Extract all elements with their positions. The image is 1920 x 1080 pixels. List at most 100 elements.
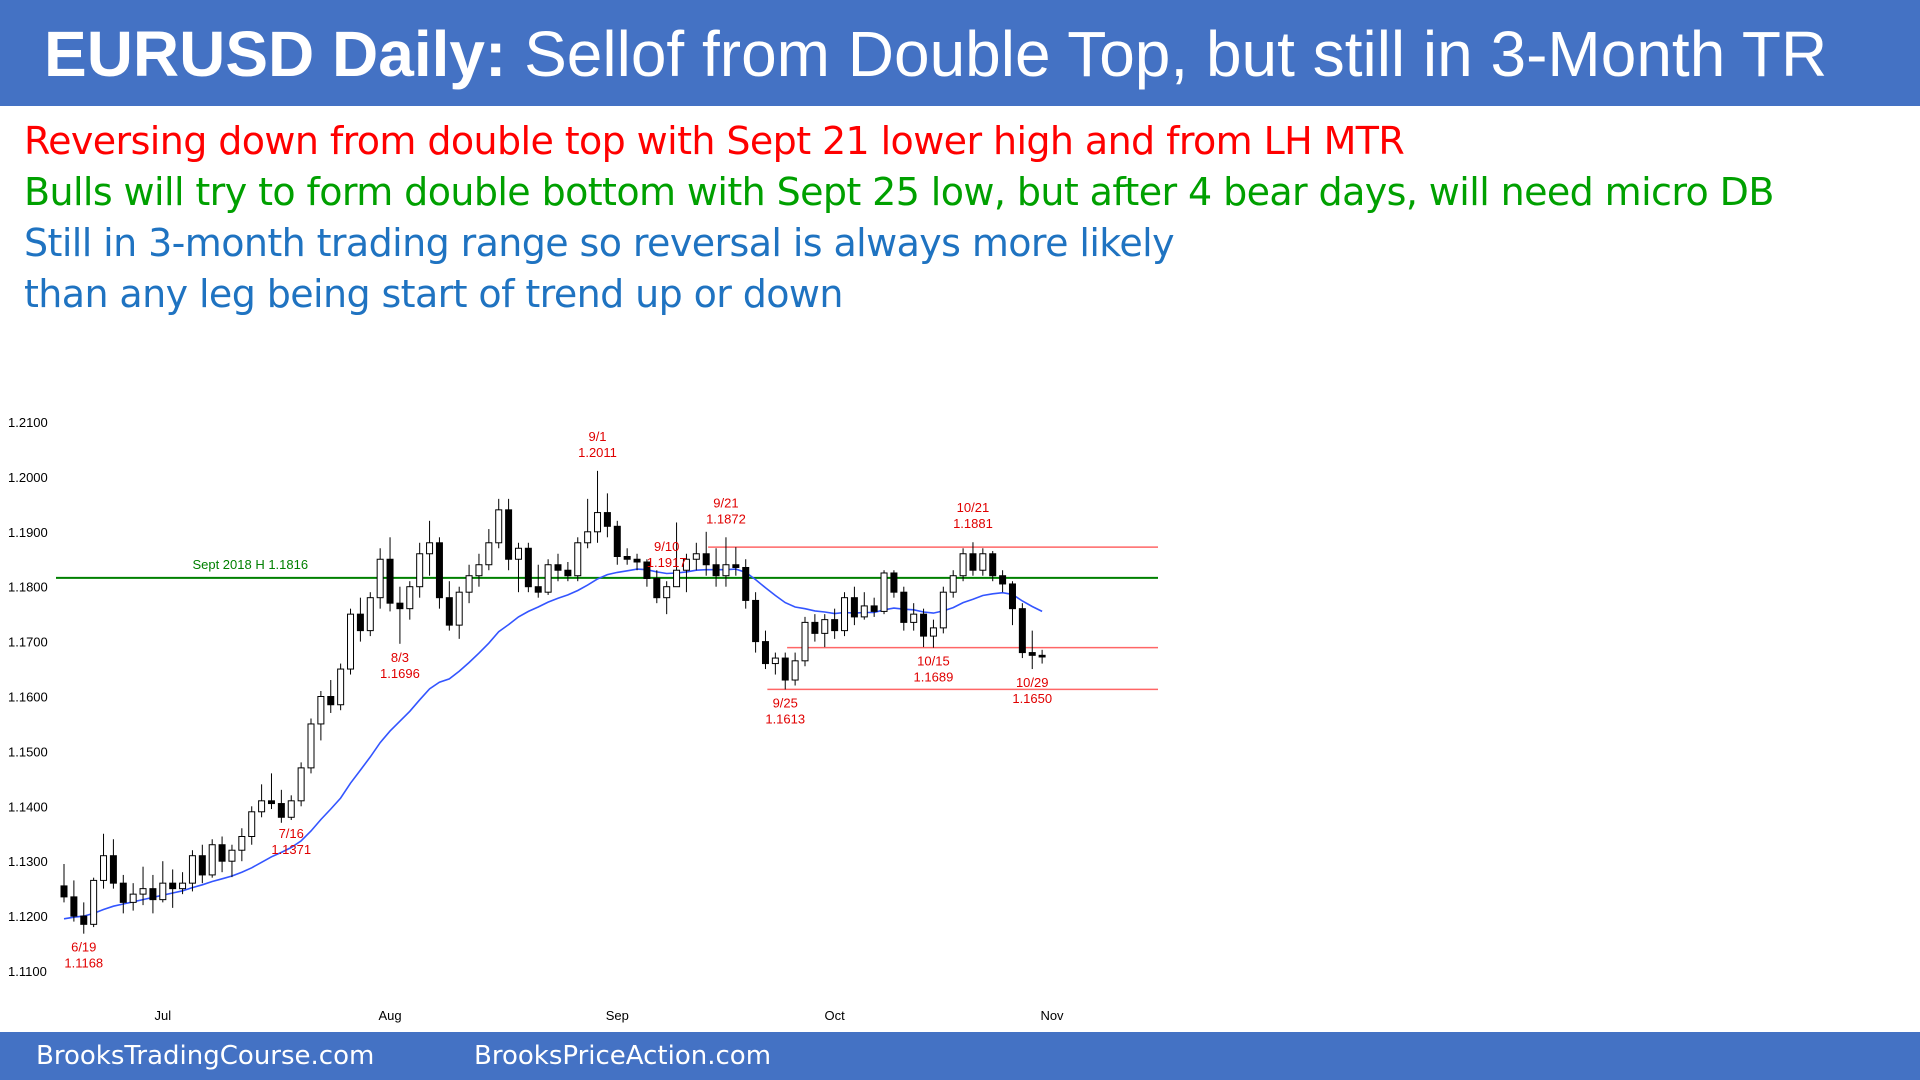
y-tick-label: 1.1200 <box>8 909 48 924</box>
candle-bull <box>337 668 345 706</box>
candle-bull <box>465 575 473 593</box>
annotation-date: 9/25 <box>773 695 798 710</box>
annotation-price: 1.1696 <box>380 666 420 681</box>
candle-bull <box>317 696 325 725</box>
candle-bull <box>238 835 246 851</box>
candle-bull <box>544 564 552 593</box>
candle-bull <box>426 542 434 555</box>
candle-bull <box>594 512 602 533</box>
candle-bear <box>633 558 641 563</box>
annotation-date: 7/16 <box>279 826 304 841</box>
candle-bull <box>910 613 918 623</box>
candle-bear <box>445 597 453 626</box>
candle-bear <box>435 542 443 599</box>
candle-bull <box>673 569 681 588</box>
candle-bear <box>524 547 532 588</box>
title-bar: EURUSD Daily: Sellof from Double Top, bu… <box>0 0 1920 106</box>
candle-bear <box>505 509 513 560</box>
x-tick-label: Aug <box>378 1008 401 1023</box>
candle-bear <box>890 572 898 593</box>
y-tick-label: 1.1400 <box>8 799 48 814</box>
candle-bull <box>406 586 414 610</box>
x-tick-label: Sep <box>606 1008 629 1023</box>
candle-bear <box>327 696 335 706</box>
footer-bar: BrooksTradingCourse.com BrooksPriceActio… <box>0 1032 1920 1080</box>
candle-bull <box>860 605 868 618</box>
candle-bull <box>179 882 187 890</box>
candle-bull <box>821 619 829 634</box>
y-tick-label: 1.2100 <box>8 415 48 430</box>
annotation-date: 9/1 <box>588 429 606 444</box>
candle-bear <box>396 602 404 610</box>
y-tick-label: 1.2000 <box>8 470 48 485</box>
candle-bull <box>287 800 295 818</box>
title-bold: EURUSD Daily: <box>44 18 507 90</box>
candle-bull <box>100 855 108 881</box>
ema-line <box>63 568 1043 920</box>
candle-bull <box>297 767 305 802</box>
candle-bear <box>712 564 720 577</box>
annotation-price: 1.1650 <box>1012 691 1052 706</box>
candle-bull <box>455 591 463 626</box>
candle-bull <box>485 542 493 566</box>
candle-bear <box>554 564 562 571</box>
candle-bull <box>228 849 236 862</box>
candle-bull <box>139 888 147 895</box>
annotation-date: 9/10 <box>654 539 679 554</box>
candle-bull <box>90 879 98 925</box>
candle-bear <box>356 613 364 632</box>
candle-bull <box>475 564 483 577</box>
candle-bull <box>495 509 503 544</box>
candle-bull <box>692 553 700 560</box>
title-rest: Sellof from Double Top, but still in 3-M… <box>506 18 1828 90</box>
candle-bull <box>366 597 374 632</box>
candle-bull <box>663 586 671 599</box>
candle-bull <box>208 844 216 876</box>
annotation-date: 8/3 <box>391 650 409 665</box>
candle-bear <box>781 657 789 681</box>
y-tick-label: 1.1700 <box>8 635 48 650</box>
resistance-label: Sept 2018 H 1.1816 <box>192 557 308 572</box>
footer-site-left: BrooksTradingCourse.com <box>36 1041 375 1071</box>
note-line-4: than any leg being start of trend up or … <box>24 272 843 316</box>
candle-bear <box>811 621 819 634</box>
candle-bull <box>929 627 937 637</box>
y-tick-label: 1.1600 <box>8 690 48 705</box>
candle-bull <box>258 800 266 813</box>
candle-bull <box>722 564 730 577</box>
annotation-price: 1.1917 <box>647 555 687 570</box>
candle-bear <box>1038 654 1046 658</box>
candle-bear <box>109 855 117 884</box>
candle-bear <box>761 641 769 665</box>
note-line-1: Reversing down from double top with Sept… <box>24 119 1405 163</box>
candle-bull <box>939 591 947 629</box>
candle-bear <box>920 613 928 637</box>
candle-bear <box>613 525 621 558</box>
x-tick-label: Nov <box>1040 1008 1064 1023</box>
x-tick-label: Oct <box>825 1008 846 1023</box>
commentary: Reversing down from double top with Sept… <box>24 116 1774 320</box>
candle-bear <box>870 605 878 612</box>
annotation-date: 9/21 <box>713 495 738 510</box>
candle-bear <box>149 888 157 901</box>
candle-bull <box>791 660 799 681</box>
candle-bear <box>1008 583 1016 610</box>
candle-bear <box>989 553 997 577</box>
candle-bear <box>900 591 908 623</box>
candle-bear <box>831 619 839 632</box>
annotation-date: 10/29 <box>1016 675 1049 690</box>
candle-bull <box>771 657 779 665</box>
annotation-price: 1.1371 <box>271 842 311 857</box>
annotation-price: 1.1613 <box>765 711 805 726</box>
y-tick-label: 1.1300 <box>8 854 48 869</box>
candle-bear <box>386 558 394 604</box>
annotation-date: 10/15 <box>917 654 950 669</box>
eurusd-daily-chart: 1.1100 1.1200 1.1300 1.1400 1.1500 1.1600 1.17… <box>8 415 1158 1023</box>
candle-bear <box>969 553 977 571</box>
candle-bull <box>307 723 315 769</box>
candle-bull <box>979 553 987 571</box>
candle-bear <box>1018 608 1026 654</box>
note-line-2: Bulls will try to form double bottom wit… <box>24 170 1774 214</box>
annotation-price: 1.1872 <box>706 511 746 526</box>
candle-bull <box>248 811 256 837</box>
